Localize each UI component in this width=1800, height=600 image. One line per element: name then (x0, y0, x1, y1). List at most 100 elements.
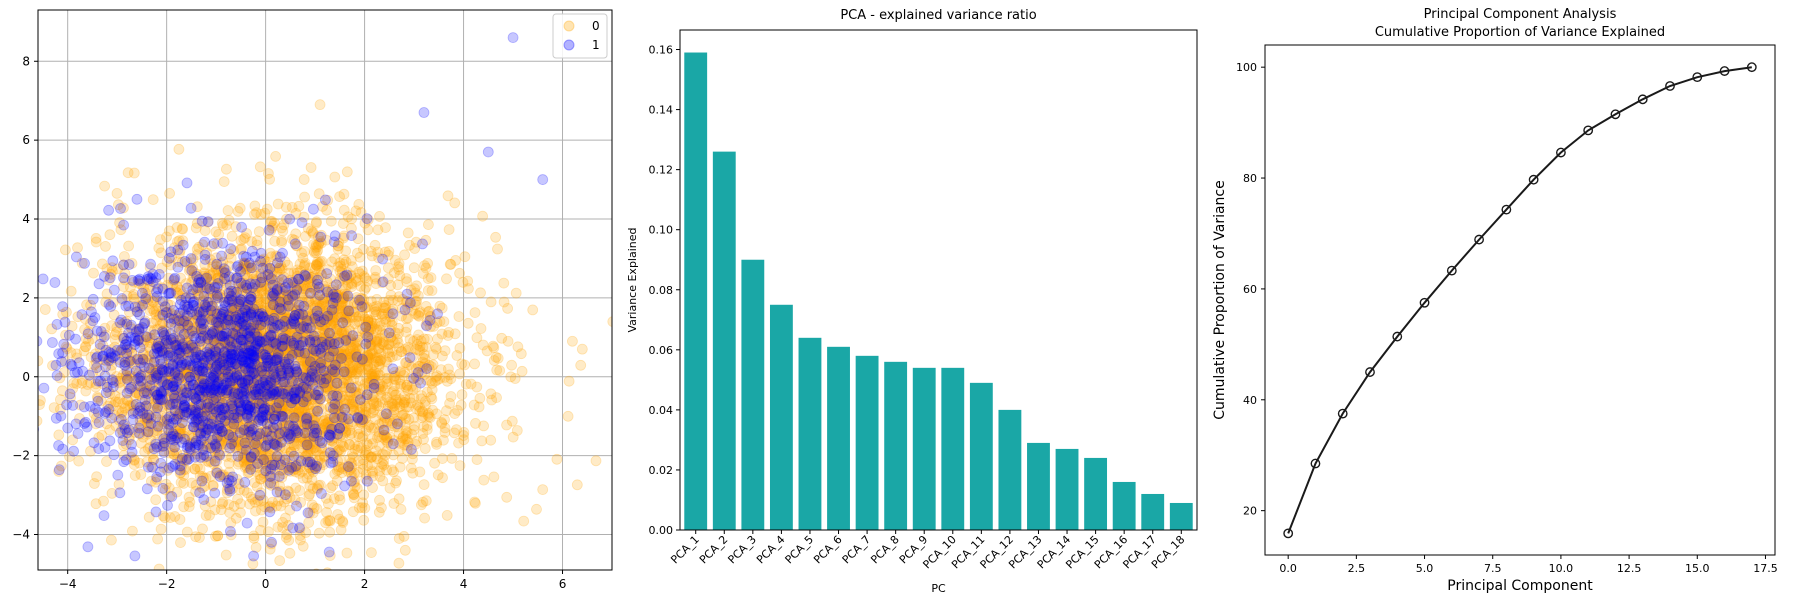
scatter-point (152, 533, 164, 545)
scatter-point (304, 385, 316, 397)
scatter-point (419, 399, 431, 411)
scatter-point (255, 450, 267, 462)
scatter-point (166, 491, 178, 502)
scatter-point (439, 422, 451, 434)
scatter-point (82, 379, 93, 390)
scatter-point (334, 430, 346, 442)
scatter-point (124, 281, 136, 293)
scatter-point (231, 376, 243, 388)
scatter-point (241, 272, 252, 284)
scatter-point (271, 289, 282, 301)
scatter-point (251, 239, 263, 251)
scatter-point (240, 460, 252, 472)
scatter-point (515, 348, 527, 360)
scatter-point (2, 335, 12, 345)
scatter-point (295, 382, 306, 394)
scatter-point (188, 323, 200, 334)
scatter-point (283, 464, 295, 476)
scatter-point (342, 211, 354, 223)
scatter-point (267, 338, 279, 350)
scatter-point (354, 268, 366, 280)
scatter-point (314, 300, 326, 312)
scatter-point (400, 273, 412, 284)
scatter-point (162, 464, 174, 476)
scatter-point (207, 378, 219, 390)
scatter-point (505, 371, 517, 383)
scatter-point (248, 532, 260, 544)
scatter-point (294, 485, 306, 496)
scatter-point (180, 366, 192, 378)
scatter-point (341, 368, 353, 380)
scatter-point (263, 501, 275, 513)
scatter-point (455, 399, 467, 411)
scatter-point (338, 381, 350, 393)
scatter-point (358, 514, 370, 526)
scatter-point (389, 400, 401, 412)
scatter-point (284, 382, 296, 394)
scatter-point (160, 379, 171, 390)
scatter-point (177, 318, 188, 330)
scatter-point (242, 373, 254, 385)
scatter-point (254, 331, 266, 342)
scatter-point (126, 525, 138, 537)
scatter-point (383, 327, 395, 339)
scatter-point (247, 398, 259, 410)
scatter-point (477, 210, 489, 222)
scatter-point (95, 331, 107, 343)
scatter-point (133, 457, 145, 469)
scatter-point (61, 399, 72, 411)
scatter-point (86, 333, 98, 344)
scatter-point (403, 401, 415, 413)
scatter-point (426, 384, 438, 396)
scatter-point (379, 449, 391, 461)
scatter-point (179, 419, 191, 431)
scatter-point (213, 228, 225, 240)
scatter-point (243, 446, 255, 458)
scatter-point (88, 408, 100, 419)
scatter-point (204, 254, 216, 266)
scatter-point (268, 319, 280, 331)
scatter-point (215, 316, 227, 328)
scatter-point (454, 267, 466, 279)
scatter-point (259, 399, 271, 411)
scatter-point (296, 390, 308, 402)
scatter-point (329, 171, 341, 183)
scatter-point (266, 385, 278, 397)
scatter-point (168, 316, 180, 328)
scatter-point (199, 378, 211, 390)
scatter-point (275, 346, 287, 358)
scatter-point (295, 319, 307, 331)
scatter-point (181, 454, 193, 466)
scatter-point (289, 392, 301, 404)
scatter-point (274, 555, 286, 566)
scatter-point (98, 510, 110, 521)
scatter-point (90, 412, 102, 424)
scatter-point (437, 472, 448, 484)
scatter-point (331, 446, 343, 458)
scatter-point (501, 419, 513, 431)
scatter-point (430, 341, 442, 353)
scatter-point (197, 523, 208, 535)
scatter-point (424, 412, 436, 424)
scatter-point (443, 224, 455, 236)
scatter-point (190, 531, 202, 543)
scatter-point (353, 502, 365, 514)
scatter-point (506, 415, 518, 427)
scatter-point (283, 267, 295, 279)
scatter-point (510, 287, 522, 299)
scatter-point (322, 370, 334, 382)
scatter-point (439, 371, 451, 383)
scatter-point (383, 245, 395, 257)
scatter-point (73, 455, 85, 467)
scatter-point (223, 403, 235, 415)
scatter-point (236, 329, 248, 341)
scatter-point (265, 373, 277, 385)
scatter-point (395, 416, 407, 428)
scatter-point (131, 354, 143, 366)
scatter-point (350, 348, 362, 360)
scatter-point (377, 253, 389, 265)
scatter-point (316, 376, 328, 388)
scatter-point (453, 311, 465, 322)
scatter-point (399, 544, 411, 556)
scatter-point (289, 400, 301, 411)
